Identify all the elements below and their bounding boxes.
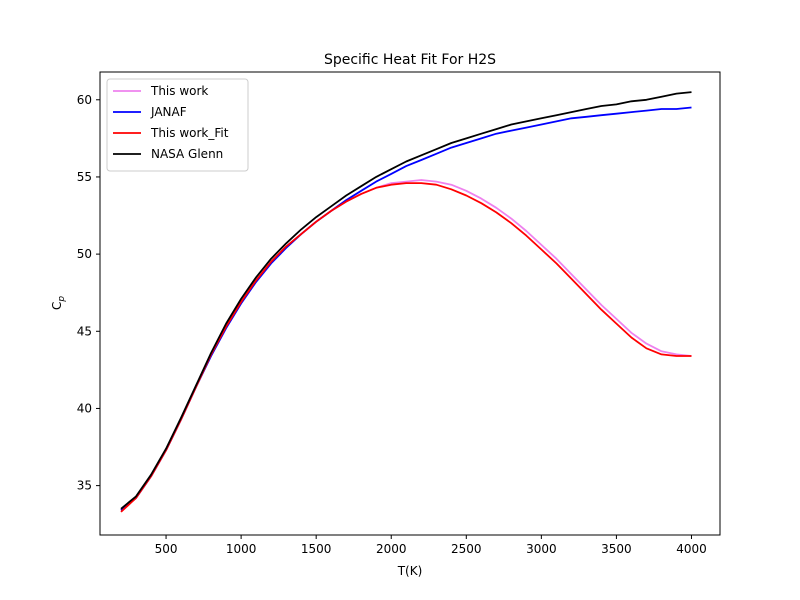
y-axis-label-subscript: p [57,296,67,303]
legend-box [106,78,249,172]
y-tick-label: 50 [77,247,92,261]
x-axis: 500 1000 1500 2000 2500 3000 3500 4000 [155,535,707,556]
series-line-3 [120,91,692,510]
legend: This work JANAF This work_Fit NASA Glenn [106,78,249,172]
y-axis-label-main: C [50,302,64,310]
y-axis: 35 40 45 50 55 60 [77,93,100,493]
y-axis-label: Cp [50,296,67,310]
x-tick-label: 2000 [376,542,407,556]
x-tick-label: 3000 [526,542,557,556]
series-layer [120,91,692,513]
x-axis-label: T(K) [397,564,423,578]
x-tick-label: 3500 [601,542,632,556]
legend-label-3: NASA Glenn [151,147,223,161]
legend-label-2: This work_Fit [150,126,229,140]
x-tick-label: 1000 [226,542,257,556]
y-tick-label: 55 [77,170,92,184]
plot-area-frame [99,71,721,536]
x-tick-label: 2500 [451,542,482,556]
y-tick-label: 45 [77,324,92,338]
x-tick-label: 4000 [676,542,707,556]
legend-label-1: JANAF [150,105,187,119]
series-line-2 [120,182,692,513]
legend-label-0: This work [150,84,208,98]
x-tick-label: 1500 [301,542,332,556]
chart-title: Specific Heat Fit For H2S [324,52,496,68]
y-tick-label: 60 [77,93,92,107]
y-tick-label: 40 [77,401,92,415]
x-tick-label: 500 [155,542,178,556]
y-tick-label: 35 [77,479,92,493]
